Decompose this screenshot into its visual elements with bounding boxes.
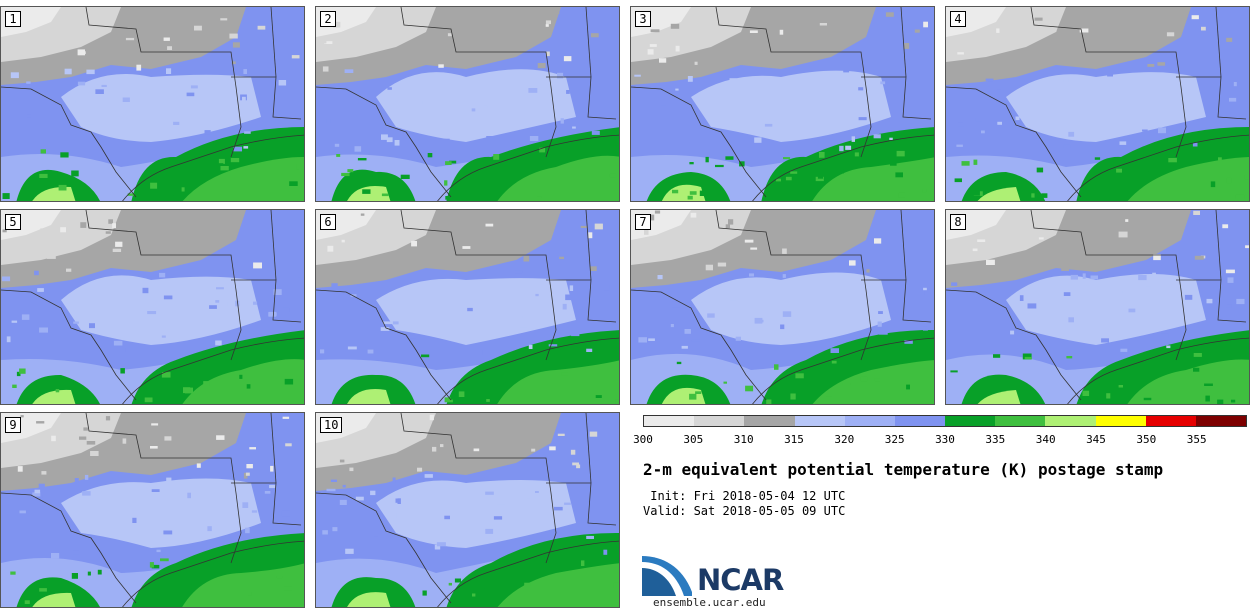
member-number-label: 8 <box>950 214 966 230</box>
colorbar-segment <box>1045 416 1096 426</box>
colorbar-tick-label: 350 <box>1136 433 1157 446</box>
ncar-logo-icon <box>642 556 692 596</box>
colorbar <box>643 415 1247 427</box>
member-number-label: 7 <box>635 214 651 230</box>
colorbar-segment <box>844 416 895 426</box>
colorbar-tick-label: 325 <box>884 433 905 446</box>
member-number-label: 4 <box>950 11 966 27</box>
map-panel: 1 <box>0 6 305 202</box>
colorbar-segment <box>894 416 946 426</box>
member-number-label: 10 <box>320 417 343 433</box>
colorbar-segment <box>794 416 845 426</box>
colorbar-tick-label: 305 <box>683 433 704 446</box>
map-panel: 4 <box>945 6 1250 202</box>
colorbar-tick-label: 300 <box>633 433 653 446</box>
colorbar-segment <box>945 416 996 426</box>
member-number-label: 1 <box>5 11 21 27</box>
member-number-label: 2 <box>320 11 336 27</box>
colorbar-segment <box>694 416 745 426</box>
map-title: 2-m equivalent potential temperature (K)… <box>643 460 1164 479</box>
colorbar-tick-label: 340 <box>1035 433 1056 446</box>
valid-time: Valid: Sat 2018-05-05 09 UTC <box>643 504 846 518</box>
colorbar-tick-label: 335 <box>985 433 1006 446</box>
colorbar-tick-label: 310 <box>733 433 754 446</box>
map-panel: 9 <box>0 412 305 608</box>
init-time: Init: Fri 2018-05-04 12 UTC <box>643 489 846 503</box>
member-number-label: 9 <box>5 417 21 433</box>
colorbar-tick-label: 355 <box>1186 433 1207 446</box>
map-panel: 10 <box>315 412 620 608</box>
map-panel: 3 <box>630 6 935 202</box>
colorbar-segment <box>1195 416 1247 426</box>
member-number-label: 3 <box>635 11 651 27</box>
ncar-logo-text: NCAR <box>697 563 784 597</box>
colorbar-segment <box>995 416 1046 426</box>
member-number-label: 6 <box>320 214 336 230</box>
colorbar-segment <box>1145 416 1196 426</box>
colorbar-segment <box>1095 416 1146 426</box>
map-panel: 7 <box>630 209 935 405</box>
colorbar-tick-label: 330 <box>935 433 955 446</box>
colorbar-tick-label: 345 <box>1086 433 1106 446</box>
colorbar-segment <box>744 416 795 426</box>
map-panel: 5 <box>0 209 305 405</box>
colorbar-tick-label: 315 <box>784 433 804 446</box>
map-panel: 6 <box>315 209 620 405</box>
map-panel: 8 <box>945 209 1250 405</box>
member-number-label: 5 <box>5 214 21 230</box>
colorbar-tick-label: 320 <box>834 433 855 446</box>
colorbar-segment <box>644 416 695 426</box>
map-panel: 2 <box>315 6 620 202</box>
source-url: ensemble.ucar.edu <box>653 596 766 609</box>
